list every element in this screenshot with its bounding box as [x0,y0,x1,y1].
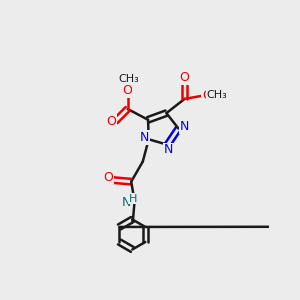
Text: N: N [140,131,149,144]
Text: N: N [164,143,173,156]
Text: H: H [129,194,137,204]
Text: O: O [106,115,116,128]
Text: O: O [103,171,113,184]
Text: N: N [122,196,131,208]
Text: N: N [180,120,189,133]
Text: CH₃: CH₃ [206,90,227,100]
Text: CH₃: CH₃ [118,74,139,84]
Text: O: O [123,84,133,97]
Text: O: O [202,89,212,102]
Text: O: O [180,71,190,84]
